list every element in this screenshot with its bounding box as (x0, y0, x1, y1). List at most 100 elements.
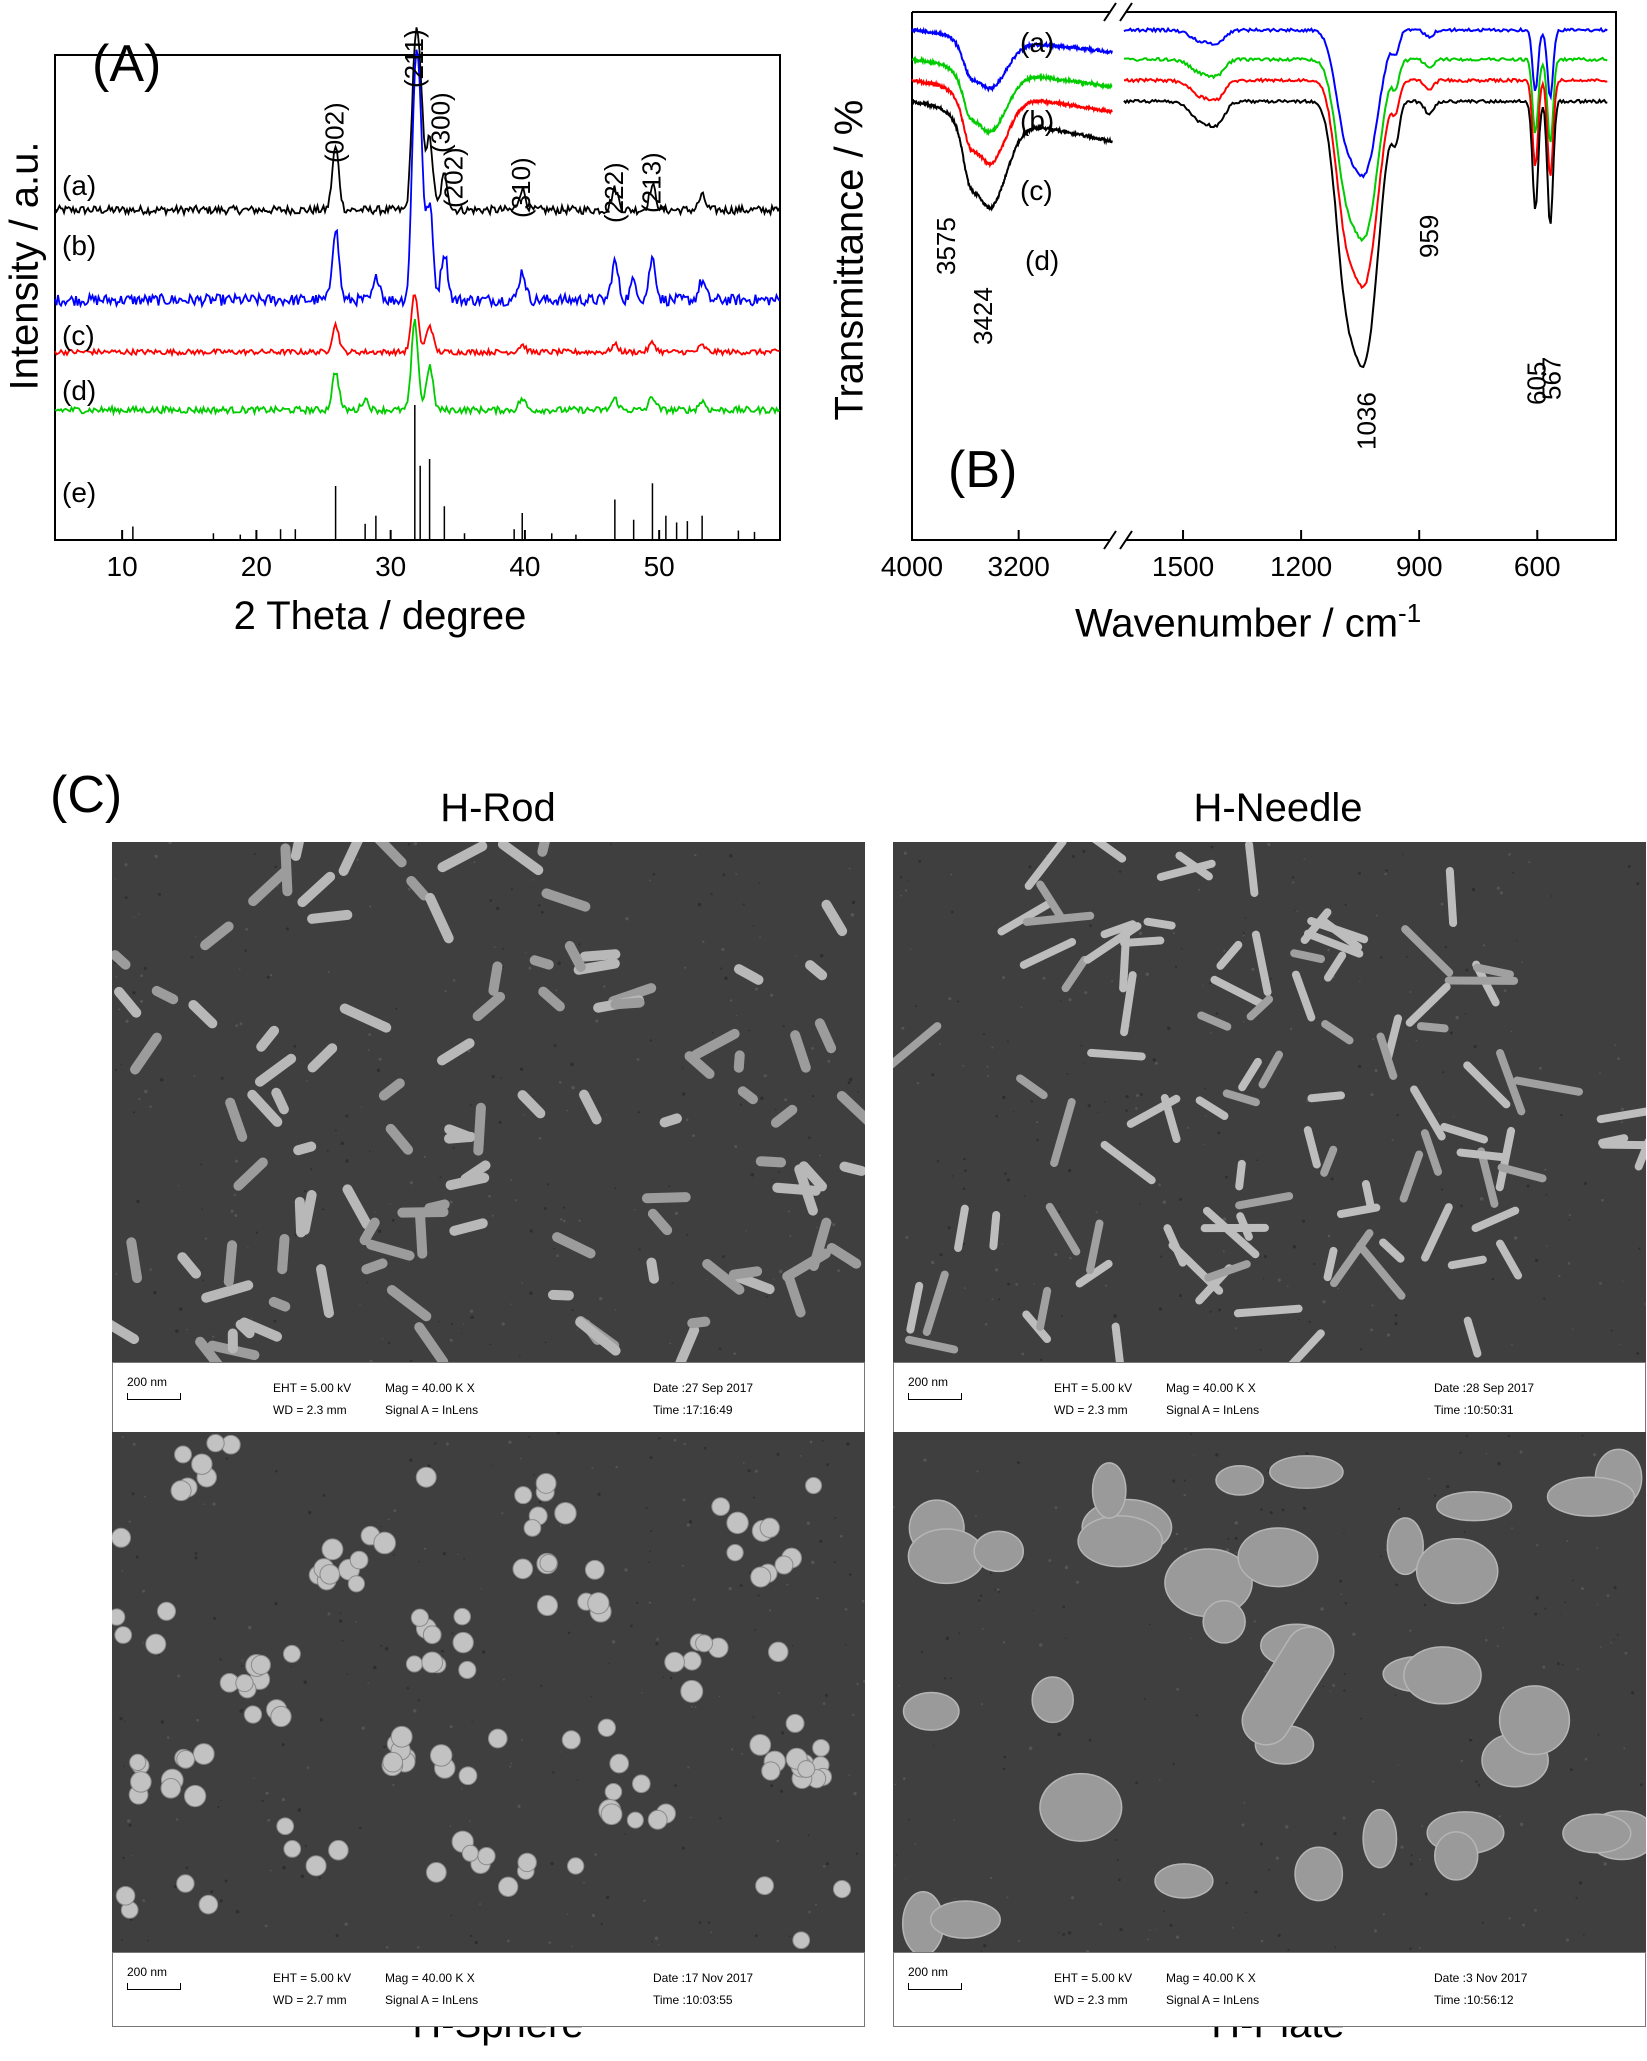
texture-speck (1340, 1593, 1343, 1595)
texture-speck (175, 1329, 179, 1333)
needle-particle (1356, 1241, 1406, 1300)
texture-speck (901, 1026, 905, 1030)
texture-speck (1485, 1452, 1488, 1455)
texture-speck (791, 1645, 794, 1647)
rod-particle (437, 842, 488, 873)
texture-speck (369, 905, 372, 908)
texture-speck (1528, 861, 1531, 864)
texture-speck (1382, 1913, 1385, 1916)
texture-speck (297, 1808, 302, 1812)
texture-speck (1334, 1946, 1337, 1949)
texture-speck (194, 1551, 198, 1555)
texture-speck (387, 1518, 390, 1521)
needle-particle (1111, 1322, 1126, 1362)
texture-speck (710, 1931, 713, 1934)
needle-particle (1376, 1032, 1398, 1080)
texture-speck (1502, 1626, 1505, 1629)
texture-speck (1624, 1651, 1628, 1655)
texture-speck (1333, 1831, 1337, 1836)
texture-speck (121, 1436, 124, 1438)
sphere-particle (191, 1453, 213, 1475)
texture-speck (1498, 1815, 1501, 1818)
texture-speck (1397, 1507, 1401, 1511)
texture-speck (449, 1200, 453, 1204)
peak-label: (211) (399, 29, 429, 88)
sphere-particle (458, 1766, 478, 1786)
texture-speck (210, 1890, 214, 1894)
texture-speck (1603, 1862, 1607, 1866)
sem-info-bar: 200 nm EHT = 5.00 kV WD = 2.7 mm Mag = 4… (112, 1952, 865, 2027)
plate-particle (907, 1528, 986, 1585)
texture-speck (1296, 910, 1299, 913)
texture-speck (719, 1817, 722, 1820)
texture-speck (1566, 1540, 1569, 1543)
texture-speck (234, 1214, 238, 1217)
texture-speck (819, 1154, 821, 1157)
texture-speck (1546, 1245, 1548, 1247)
texture-speck (986, 1065, 989, 1068)
texture-speck (1028, 865, 1032, 869)
ftir-chart: 4000 3200 1500 1200 900 600 (a) (b) (c) (d) 357534… (881, 2, 1617, 582)
texture-speck (894, 1783, 897, 1786)
texture-speck (1114, 1838, 1117, 1842)
texture-speck (1139, 1203, 1141, 1205)
rod-particle (293, 1141, 317, 1156)
texture-speck (776, 1452, 780, 1456)
needle-particle (1087, 1048, 1146, 1061)
texture-speck (898, 1684, 901, 1687)
ftir-series-b (911, 55, 1608, 243)
texture-speck (128, 1823, 132, 1827)
sphere-particle (647, 1809, 668, 1830)
texture-speck (444, 990, 447, 993)
texture-speck (752, 1496, 755, 1499)
texture-speck (1558, 1274, 1561, 1278)
texture-speck (776, 1839, 780, 1843)
sphere-particle (755, 1876, 775, 1896)
rod-particle (579, 1089, 602, 1125)
texture-speck (964, 1287, 966, 1289)
texture-speck (991, 1298, 994, 1301)
texture-speck (976, 1470, 979, 1473)
sphere-particle (176, 1874, 195, 1893)
rod-particle (755, 1156, 787, 1168)
texture-speck (274, 1602, 278, 1606)
texture-speck (964, 1169, 967, 1173)
texture-speck (571, 1085, 575, 1090)
texture-speck (707, 1921, 711, 1924)
texture-speck (1068, 998, 1072, 1002)
texture-speck (1508, 853, 1511, 856)
texture-speck (980, 1703, 983, 1706)
texture-speck (918, 859, 922, 863)
texture-speck (129, 1918, 133, 1921)
needle-particle (1036, 880, 1065, 922)
sphere-particle (797, 1760, 816, 1778)
texture-speck (270, 1869, 272, 1872)
texture-speck (202, 1279, 205, 1282)
texture-speck (902, 1777, 906, 1781)
texture-speck (1477, 1783, 1481, 1787)
needle-particle (1496, 1239, 1523, 1280)
texture-speck (703, 1446, 707, 1450)
rod-particle (290, 842, 304, 861)
texture-speck (914, 1005, 917, 1008)
texture-speck (173, 1885, 177, 1888)
sphere-particle (498, 1876, 519, 1897)
texture-speck (750, 1173, 755, 1177)
texture-speck (1599, 1281, 1602, 1285)
texture-speck (1234, 1327, 1237, 1330)
texture-speck (974, 1515, 977, 1518)
texture-speck (1193, 1454, 1195, 1456)
texture-speck (1565, 1938, 1570, 1942)
texture-speck (213, 1616, 216, 1620)
texture-speck (958, 1632, 961, 1635)
plate-particle (1269, 1455, 1344, 1490)
texture-speck (754, 1469, 758, 1473)
texture-speck (1154, 1061, 1158, 1065)
texture-speck (160, 1720, 165, 1724)
texture-speck (1291, 876, 1294, 879)
texture-speck (711, 1031, 714, 1034)
texture-speck (449, 1825, 452, 1827)
texture-speck (755, 987, 758, 991)
texture-speck (1015, 1282, 1018, 1286)
peak-label: 3575 (931, 217, 961, 275)
